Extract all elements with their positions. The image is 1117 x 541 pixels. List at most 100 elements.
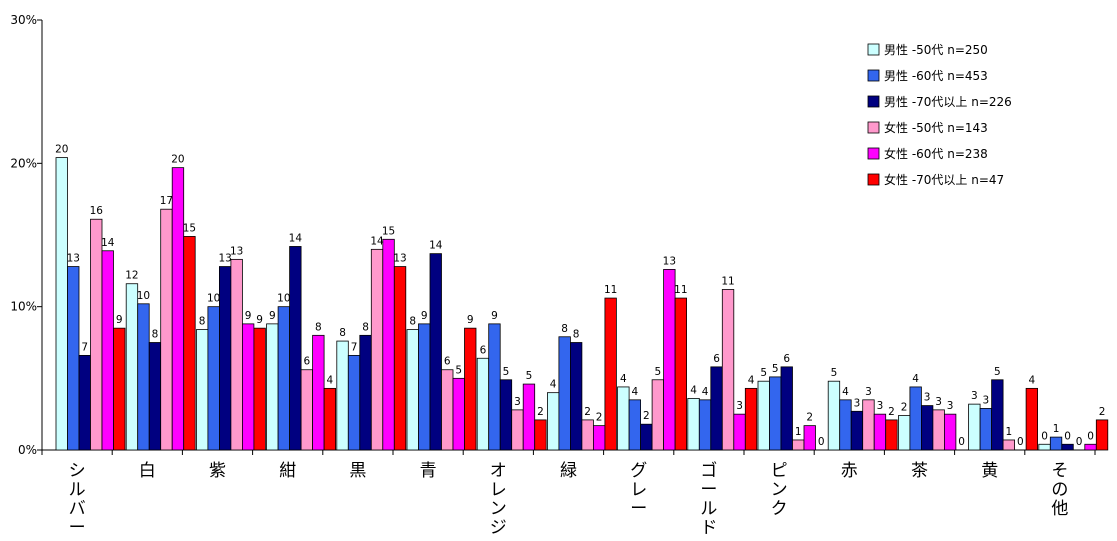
legend-label: 女性 -70代以上 n=47 (884, 172, 1004, 187)
legend-label: 男性 -70代以上 n=226 (884, 95, 1012, 109)
data-label: 5 (526, 370, 533, 382)
legend-label: 男性 -50代 n=250 (884, 43, 988, 57)
bar (558, 336, 571, 451)
bar (1095, 419, 1109, 451)
data-label: 5 (503, 366, 510, 378)
bar (441, 369, 454, 451)
data-label: 8 (561, 323, 568, 335)
bar (499, 379, 513, 451)
data-label: 2 (901, 402, 908, 414)
data-label: 4 (702, 386, 709, 398)
bar (839, 399, 852, 451)
bar (968, 403, 981, 451)
category-label: ピンク (771, 461, 788, 519)
category-label: 青 (420, 461, 437, 481)
bar (733, 413, 746, 451)
data-label: 8 (152, 329, 159, 341)
data-label: 3 (865, 386, 872, 398)
category-label: オレンジ (490, 461, 507, 538)
bar (885, 419, 898, 451)
bar (944, 413, 957, 451)
data-label: 1 (1006, 426, 1013, 438)
data-label: 5 (655, 366, 662, 378)
data-label: 0 (1076, 436, 1083, 448)
legend-swatch (867, 43, 880, 56)
y-tick-label: 20% (10, 156, 37, 170)
category-label: 白 (139, 461, 156, 481)
bar (1049, 436, 1063, 451)
legend-label: 女性 -60代 n=238 (884, 146, 988, 161)
bar (721, 289, 735, 451)
data-label: 6 (304, 356, 311, 368)
bar (148, 342, 162, 451)
bar (593, 425, 606, 451)
data-label: 9 (256, 314, 263, 326)
bar (370, 248, 384, 451)
data-label: 14 (429, 240, 443, 252)
data-label: 0 (1064, 430, 1071, 442)
data-label: 7 (351, 341, 358, 353)
data-label: 8 (362, 321, 369, 333)
bar (101, 250, 114, 451)
data-label: 4 (550, 379, 557, 391)
bar (253, 327, 266, 451)
data-label: 14 (370, 235, 384, 247)
data-label: 4 (842, 386, 849, 398)
data-label: 15 (183, 222, 196, 234)
bar (488, 323, 501, 451)
data-label: 4 (912, 373, 919, 385)
data-label: 6 (783, 353, 790, 365)
data-label: 9 (421, 310, 428, 322)
data-label: 2 (584, 406, 591, 418)
bar (547, 392, 560, 451)
bar (663, 268, 676, 451)
data-label: 11 (604, 284, 617, 296)
data-label: 5 (831, 367, 838, 379)
data-label: 5 (994, 366, 1001, 378)
data-label: 3 (877, 400, 884, 412)
bar (218, 266, 232, 451)
data-label: 4 (327, 374, 334, 386)
bar (628, 399, 641, 451)
bar (171, 167, 185, 451)
data-label: 20 (55, 144, 68, 156)
data-label: 0 (1087, 430, 1094, 442)
bar (137, 303, 150, 451)
category-label: 紫 (209, 461, 226, 481)
category-labels: シルバー 白 紫 紺 黒 青 オレンジ 緑 グレー ゴールド ピンク 赤 茶 黄 その他 (69, 460, 1069, 538)
data-label: 3 (947, 400, 954, 412)
category-label: 緑 (560, 461, 577, 481)
bar (710, 366, 723, 451)
bar (359, 334, 372, 451)
bar (90, 218, 103, 451)
bar (991, 379, 1004, 451)
category-label: 紺 (279, 461, 296, 481)
data-label: 2 (1099, 406, 1106, 418)
data-label: 16 (90, 205, 104, 217)
data-label: 0 (958, 436, 965, 448)
data-label: 9 (245, 310, 252, 322)
bar (640, 423, 653, 451)
category-label: 黄 (981, 461, 998, 481)
bar (382, 238, 395, 451)
data-label: 4 (690, 384, 697, 396)
bar (909, 386, 922, 451)
bar (651, 379, 664, 451)
bar (1061, 443, 1074, 451)
data-label: 8 (573, 329, 580, 341)
bar (183, 236, 196, 451)
data-label: 5 (760, 367, 767, 379)
data-label: 14 (289, 232, 303, 244)
category-label: グレー (630, 461, 647, 519)
bar (674, 297, 687, 451)
data-label: 8 (315, 321, 322, 333)
bar (476, 357, 490, 451)
bar (1002, 439, 1015, 451)
data-label: 11 (674, 284, 687, 296)
bar (312, 334, 325, 451)
data-label: 8 (339, 327, 346, 339)
bar (604, 297, 617, 451)
legend-swatch (867, 147, 880, 160)
bar (1084, 443, 1097, 451)
